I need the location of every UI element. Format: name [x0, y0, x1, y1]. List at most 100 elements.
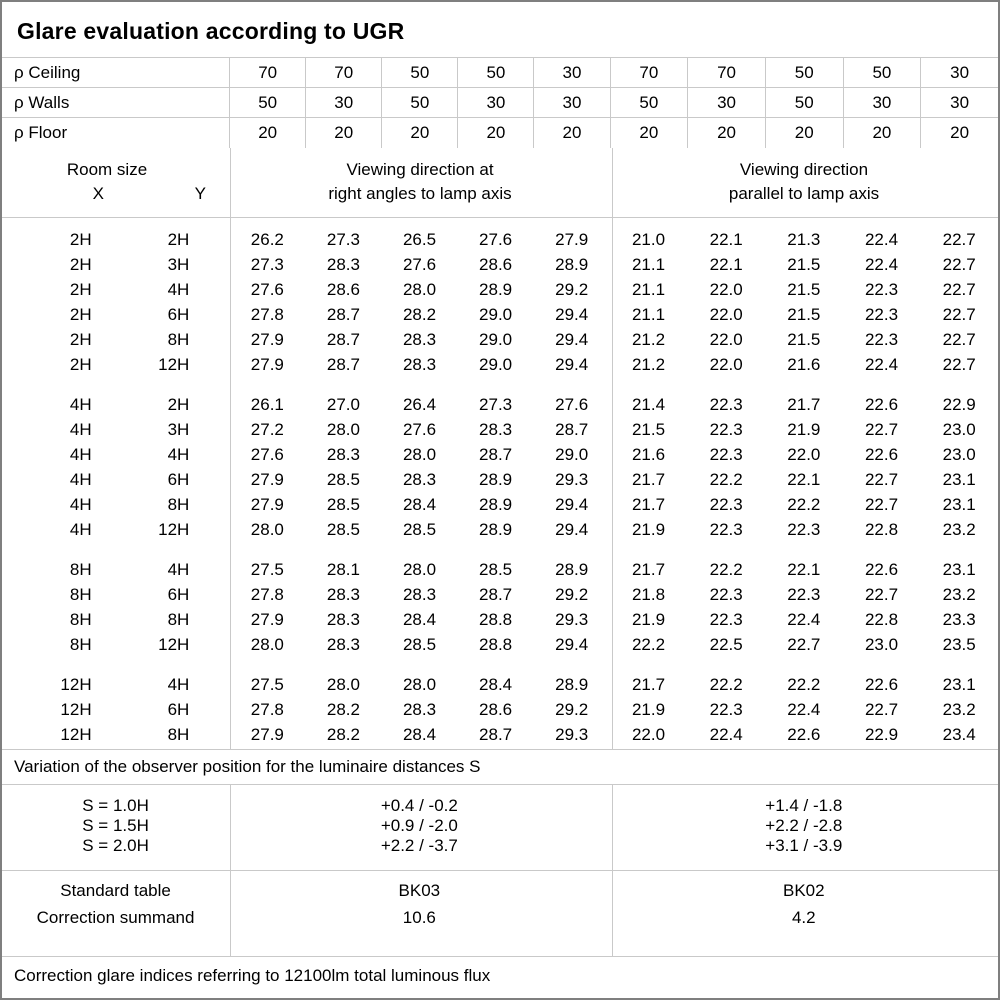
- reflectance-value: 20: [842, 118, 921, 148]
- observer-variation-table: S = 1.0H S = 1.5H S = 2.0H +0.4 / -0.2 +0.9…: [2, 785, 998, 871]
- room-y: 12H: [158, 354, 190, 374]
- reflectance-value: 50: [229, 88, 305, 117]
- ugr-value: 29.4: [555, 494, 589, 514]
- parallel-values: 21.9 22.3 22.4 22.7 23.2: [610, 700, 998, 720]
- ugr-row: 4H 2H 26.1 27.0 26.4 27.3 27.6 21.4 22.3 21.7 22.6…: [2, 392, 998, 417]
- ugr-value: 28.9: [479, 279, 513, 299]
- parallel-values: 21.5 22.3 21.9 22.7 23.0: [610, 420, 998, 440]
- ugr-value: 28.0: [250, 519, 284, 539]
- ugr-value: 28.8: [479, 634, 513, 654]
- ugr-value: 21.5: [631, 419, 666, 439]
- grid-line: [612, 785, 613, 870]
- ugr-value: 28.5: [326, 494, 360, 514]
- ugr-value: 26.5: [402, 229, 437, 249]
- ugr-value: 27.3: [326, 229, 360, 249]
- ugr-value: 23.2: [942, 699, 976, 719]
- correction-summand-value: 10.6: [402, 908, 436, 927]
- ugr-value: 22.3: [787, 584, 821, 604]
- ugr-value: 28.5: [402, 519, 437, 539]
- reflectance-value: 30: [687, 88, 765, 117]
- ugr-value: 22.0: [787, 444, 821, 464]
- right-angles-values: 27.8 28.7 28.2 29.0 29.4: [229, 305, 609, 325]
- ugr-value: 28.8: [479, 609, 513, 629]
- variation-note: Variation of the observer position for t…: [14, 757, 481, 776]
- ugr-value: 28.2: [402, 304, 437, 324]
- ugr-value: 22.3: [709, 609, 743, 629]
- right-angles-values: 26.1 27.0 26.4 27.3 27.6: [229, 395, 609, 415]
- room-y: 8H: [167, 609, 190, 629]
- room-x: 12H: [60, 674, 92, 694]
- right-angles-values: 27.9 28.7 28.3 29.0 29.4: [229, 330, 609, 350]
- room-x: 4H: [69, 419, 92, 439]
- ugr-value: 22.7: [942, 229, 976, 249]
- ugr-value: 22.4: [864, 354, 899, 374]
- ugr-value: 28.2: [326, 699, 360, 719]
- ugr-value: 28.4: [402, 494, 437, 514]
- ugr-value: 22.7: [864, 699, 899, 719]
- ugr-value: 29.4: [555, 634, 589, 654]
- ugr-value: 28.9: [555, 559, 589, 579]
- ugr-value: 21.2: [631, 329, 666, 349]
- ugr-value: 22.4: [787, 699, 821, 719]
- grid-line: [612, 871, 613, 956]
- parallel-values: 22.2 22.5 22.7 23.0 23.5: [610, 635, 998, 655]
- ugr-value: 21.6: [787, 354, 821, 374]
- ugr-value: 22.8: [864, 609, 899, 629]
- right-angles-values: 27.8 28.2 28.3 28.6 29.2: [229, 700, 609, 720]
- ugr-value: 29.4: [555, 329, 589, 349]
- group-header-line: Viewing direction: [739, 160, 869, 179]
- ugr-value: 22.6: [864, 559, 899, 579]
- room-x: 2H: [69, 254, 92, 274]
- ugr-value: 28.9: [555, 674, 589, 694]
- ugr-value: 22.0: [631, 724, 666, 744]
- ugr-value: 22.4: [864, 229, 899, 249]
- grid-line: [230, 871, 231, 956]
- page-title: Glare evaluation according to UGR: [17, 18, 405, 44]
- right-angles-values: 27.9 28.2 28.4 28.7 29.3: [229, 725, 609, 745]
- ugr-value: 21.1: [631, 254, 666, 274]
- ugr-value: 29.3: [555, 469, 589, 489]
- reflectance-value: 50: [764, 58, 843, 87]
- ugr-value: 29.4: [555, 519, 589, 539]
- ugr-value: 21.1: [631, 304, 666, 324]
- ugr-value: 22.7: [864, 584, 899, 604]
- ugr-value: 28.4: [402, 724, 437, 744]
- ugr-value: 27.0: [326, 394, 360, 414]
- ugr-value: 27.6: [479, 229, 513, 249]
- reflectance-value: 70: [305, 58, 381, 87]
- ugr-value: 28.4: [402, 609, 437, 629]
- s-distance-label: S = 1.0H: [82, 796, 149, 815]
- room-y: 3H: [167, 419, 190, 439]
- ugr-value: 28.2: [326, 724, 360, 744]
- ugr-value: 29.2: [555, 699, 589, 719]
- ugr-value: 23.2: [942, 519, 976, 539]
- room-y: 2H: [167, 229, 190, 249]
- s-distance-label: S = 1.5H: [82, 816, 149, 835]
- room-size-block: 4H 2H 26.1 27.0 26.4 27.3 27.6 21.4 22.3 21.7 22.6…: [2, 392, 998, 542]
- reflectance-value: 50: [764, 88, 843, 117]
- ugr-value: 28.0: [250, 634, 284, 654]
- ugr-value: 28.6: [326, 279, 360, 299]
- ugr-value: 23.1: [942, 494, 976, 514]
- ugr-value: 28.3: [326, 634, 360, 654]
- ugr-row: 12H 8H 27.9 28.2 28.4 28.7 29.3 22.0 22.4 22.6 22.…: [2, 722, 998, 747]
- ugr-value: 28.1: [326, 559, 360, 579]
- ugr-value: 22.9: [942, 394, 976, 414]
- parallel-values: 21.1 22.0 21.5 22.3 22.7: [610, 305, 998, 325]
- right-angles-values: 27.9 28.7 28.3 29.0 29.4: [229, 355, 609, 375]
- room-y: 12H: [158, 519, 190, 539]
- ugr-value: 27.9: [250, 494, 284, 514]
- room-x: 2H: [69, 354, 92, 374]
- ugr-row: 8H 8H 27.9 28.3 28.4 28.8 29.3 21.9 22.3 22.4 22.8…: [2, 607, 998, 632]
- reflectance-label: ρ Ceiling: [14, 62, 81, 82]
- standard-table-labels: Standard table Correction summand: [2, 871, 229, 956]
- reflectance-value: 50: [381, 88, 457, 117]
- room-y: 4H: [167, 559, 190, 579]
- right-angles-values: 27.2 28.0 27.6 28.3 28.7: [229, 420, 609, 440]
- room-y: 6H: [167, 584, 190, 604]
- reflectance-label: ρ Walls: [14, 92, 70, 112]
- ugr-row: 8H 12H 28.0 28.3 28.5 28.8 29.4 22.2 22.5 22.7 23.…: [2, 632, 998, 657]
- ugr-value: 23.5: [942, 634, 976, 654]
- parallel-values: 21.6 22.3 22.0 22.6 23.0: [610, 445, 998, 465]
